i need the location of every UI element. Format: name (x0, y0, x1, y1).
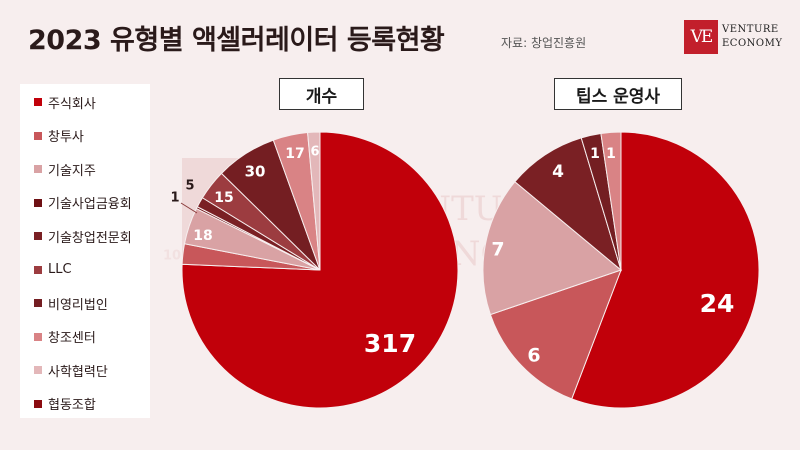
legend-item: 기술사업금융회 (34, 193, 132, 213)
slice-value-label: 6 (527, 345, 540, 367)
legend-label: 주식회사 (48, 96, 96, 112)
slice-value-label: 6 (310, 145, 319, 160)
legend-label: 기술창업전문회 (48, 230, 132, 246)
page-title: 2023 유형별 액셀러레이터 등록현황 (28, 25, 445, 56)
pie-chart-2: 24 6 7 4 1 1 (482, 131, 760, 409)
pie-slice (482, 181, 623, 316)
logo-mark-icon: VE (684, 20, 718, 54)
legend-swatch (34, 366, 42, 374)
legend-item: LLC (34, 260, 72, 280)
pie-slice (181, 131, 459, 409)
pie-slice (489, 269, 622, 400)
legend-item: 기술지주 (34, 159, 96, 179)
legend-swatch (34, 299, 42, 307)
slice-value-label: 30 (245, 163, 266, 181)
legend-item: 사학협력단 (34, 360, 108, 380)
legend-item: 창조센터 (34, 327, 96, 347)
chart-title-tips: 팁스 운영사 (554, 78, 682, 110)
brand-logo: VE VENTURE ECONOMY (684, 20, 784, 56)
legend-label: 사학협력단 (48, 364, 108, 380)
legend-swatch (34, 399, 42, 408)
legend-label: 창조센터 (48, 331, 96, 346)
pie-slice (514, 137, 622, 272)
legend-swatch (34, 198, 42, 207)
slice-value-label: 24 (700, 289, 735, 318)
legend-swatch (34, 265, 42, 274)
legend-label: 기술사업금융회 (48, 197, 132, 212)
slice-value-label: 5 (185, 179, 194, 194)
legend-label: 협동조합 (48, 398, 96, 413)
source-note: 자료: 창업진흥원 (501, 36, 587, 50)
slice-value-label: 15 (214, 190, 233, 206)
legend-item: 협동조합 (34, 394, 96, 414)
pie-chart-1: 317 10 18 15 15 30 17 6 (163, 131, 459, 409)
leader-line (180, 202, 198, 214)
legend-label: 창투사 (48, 130, 84, 145)
legend-item: 창투사 (34, 126, 84, 146)
legend-item: 주식회사 (34, 92, 96, 112)
legend-swatch (34, 232, 42, 240)
pie-slice (571, 131, 760, 409)
chart-title-count: 개수 (279, 78, 364, 110)
legend-swatch (34, 165, 42, 173)
slice-value-label: 1 (590, 146, 600, 162)
legend-swatch (34, 332, 42, 341)
legend-label: LLC (48, 262, 72, 277)
slice-value-label: 18 (193, 228, 212, 244)
logo-wordmark: VENTURE ECONOMY (722, 24, 783, 49)
slice-value-label: 10 (163, 249, 181, 264)
legend-item: 비영리법인 (34, 293, 108, 313)
legend-swatch (34, 98, 42, 106)
slice-value-label: 7 (491, 239, 504, 261)
slice-value-label: 1 (606, 146, 616, 162)
legend-label: 기술지주 (48, 163, 96, 179)
legend-label: 비영리법인 (48, 297, 108, 313)
legend-item: 기술창업전문회 (34, 226, 132, 246)
slice-value-label: 1 (170, 191, 179, 206)
slice-value-label: 17 (285, 146, 304, 162)
pie-slice (307, 131, 321, 271)
pie-slice (600, 131, 622, 271)
slice-value-label: 4 (552, 162, 564, 182)
legend-swatch (34, 131, 42, 140)
slice-value-label: 317 (364, 329, 416, 358)
